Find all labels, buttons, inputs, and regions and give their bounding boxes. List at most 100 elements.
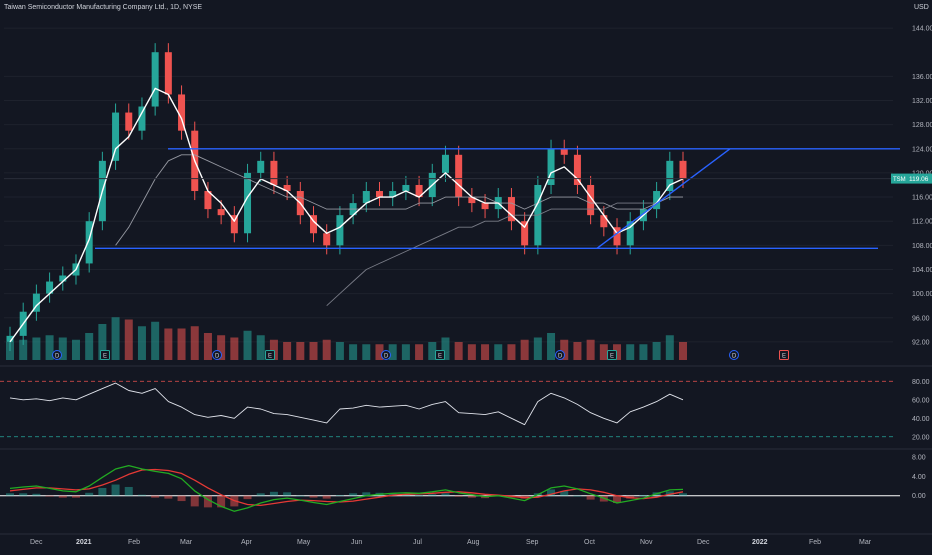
volume-bar xyxy=(19,339,28,360)
volume-bar xyxy=(349,344,358,360)
volume-bar xyxy=(599,344,608,360)
rsi-tick-label: 20.00 xyxy=(912,434,930,441)
macd-histogram-bar xyxy=(547,489,556,496)
volume-bar xyxy=(45,335,54,360)
volume-bar xyxy=(98,324,107,360)
time-tick-label: 2021 xyxy=(76,539,92,546)
volume-bar xyxy=(560,339,569,360)
macd-histogram-bar xyxy=(203,495,212,508)
volume-bar xyxy=(335,342,344,360)
earnings-marker xyxy=(265,350,275,360)
candle-body xyxy=(283,184,291,192)
price-tick-label: 132.00 xyxy=(912,98,932,105)
volume-bar xyxy=(665,335,674,360)
event-marker-label: D xyxy=(55,354,60,360)
candle-body xyxy=(204,191,212,210)
event-marker-label: E xyxy=(610,354,614,360)
volume-bar xyxy=(652,342,661,360)
candle-body xyxy=(547,148,555,185)
dividend-marker xyxy=(729,350,739,360)
volume-bar xyxy=(151,321,160,360)
candle-body xyxy=(125,112,133,131)
candle-body xyxy=(323,233,331,246)
event-marker-label: E xyxy=(782,354,786,360)
time-tick-label: Nov xyxy=(640,539,653,546)
price-tick-label: 104.00 xyxy=(912,267,932,274)
time-tick-label: Feb xyxy=(128,539,140,546)
time-tick-label: Jul xyxy=(413,539,422,546)
ema-line xyxy=(9,87,684,343)
dividend-marker xyxy=(555,350,565,360)
candle-body xyxy=(59,275,67,282)
macd-histogram-bar xyxy=(362,492,371,496)
volume-bar xyxy=(626,344,635,360)
macd-histogram-bar xyxy=(151,495,160,498)
time-tick-label: Apr xyxy=(241,539,253,546)
volume-bar xyxy=(322,339,331,360)
time-tick-label: May xyxy=(297,539,311,546)
macd-histogram-bar xyxy=(401,494,410,496)
volume-bar xyxy=(415,344,424,360)
macd-histogram-bar xyxy=(428,494,437,496)
candle-body xyxy=(85,221,93,264)
chart-title: Taiwan Semiconductor Manufacturing Compa… xyxy=(4,4,203,11)
price-tick-label: 136.00 xyxy=(912,74,932,81)
candle-body xyxy=(441,154,449,173)
price-tick-label: 128.00 xyxy=(912,122,932,129)
volume-bar xyxy=(85,333,94,360)
macd-histogram-bar xyxy=(256,493,265,496)
volume-bar xyxy=(494,344,503,360)
volume-bar xyxy=(454,342,463,360)
volume-bar xyxy=(533,337,542,360)
volume-bar xyxy=(467,344,476,360)
macd-histogram-bar xyxy=(190,495,199,507)
macd-histogram-bar xyxy=(665,491,674,496)
volume-bar xyxy=(375,344,384,360)
price-tick-label: 144.00 xyxy=(912,26,932,33)
rsi-tick-label: 40.00 xyxy=(912,416,930,423)
macd-histogram-bar xyxy=(85,492,94,496)
time-tick-label: Sep xyxy=(526,539,539,546)
candle-body xyxy=(573,154,581,185)
volume-bar xyxy=(190,326,199,360)
volume-bar xyxy=(401,344,410,360)
symbol-label: TSM xyxy=(893,177,906,183)
macd-histogram-bar xyxy=(124,486,133,496)
candle-body xyxy=(587,184,595,216)
candle-body xyxy=(6,335,14,342)
candle-body xyxy=(257,160,265,173)
macd-tick-label: 0.00 xyxy=(912,493,926,500)
time-tick-label: Mar xyxy=(859,539,872,546)
volume-bar xyxy=(32,337,41,360)
candle-body xyxy=(626,221,634,246)
volume-bar xyxy=(124,319,133,360)
time-tick-label: Feb xyxy=(809,539,821,546)
candle-body xyxy=(178,94,186,131)
volume-bar xyxy=(203,333,212,360)
event-marker-label: D xyxy=(215,354,220,360)
time-tick-label: Mar xyxy=(180,539,193,546)
macd-histogram-bar xyxy=(32,493,41,496)
macd-histogram-bar xyxy=(415,495,424,497)
candle-body xyxy=(151,52,159,107)
dividend-marker xyxy=(381,350,391,360)
candle-body xyxy=(362,191,370,204)
dividend-marker xyxy=(52,350,62,360)
macd-histogram-bar xyxy=(217,495,226,508)
volume-bar xyxy=(309,342,318,360)
candle-body xyxy=(600,215,608,228)
candle-body xyxy=(560,148,568,155)
volume-bar xyxy=(573,342,582,360)
event-marker-label: D xyxy=(732,354,737,360)
macd-histogram-bar xyxy=(137,494,146,496)
macd-histogram-bar xyxy=(243,495,252,500)
candle-body xyxy=(32,293,40,312)
macd-histogram-bar xyxy=(177,495,186,502)
volume-bar xyxy=(613,344,622,360)
candle-body xyxy=(653,191,661,210)
volume-bar xyxy=(58,337,67,360)
macd-histogram-bar xyxy=(283,492,292,496)
macd-histogram-bar xyxy=(71,495,80,498)
